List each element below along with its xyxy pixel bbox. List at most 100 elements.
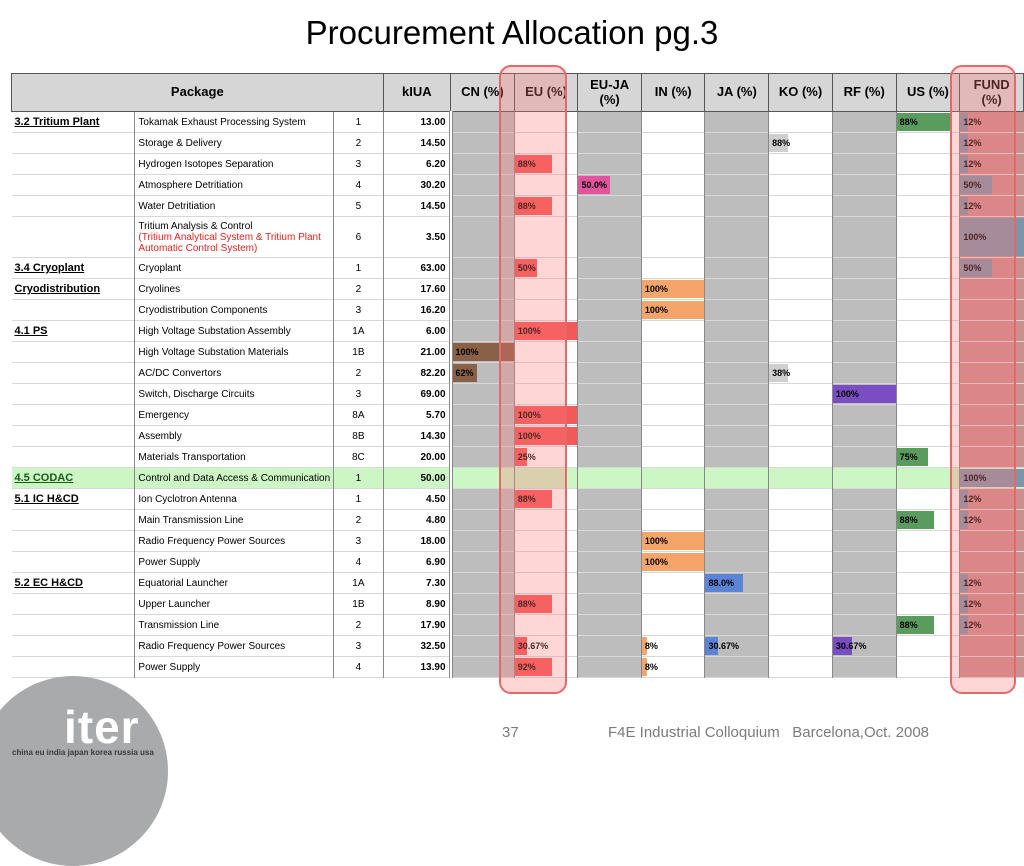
package-name: Control and Data Access & Communication	[134, 467, 334, 489]
cn-share-cell: 100%	[450, 341, 515, 363]
kiua-value: 14.50	[382, 132, 453, 154]
eu-share-label: 100%	[517, 326, 541, 336]
header-us: US (%)	[895, 73, 961, 112]
rf-share-cell	[831, 404, 897, 426]
kiua-value: 21.00	[382, 341, 453, 363]
rf-share-cell	[831, 174, 897, 196]
ko-share-cell	[768, 446, 833, 468]
rf-share-cell	[831, 614, 897, 636]
package-code: 1B	[333, 593, 384, 615]
table-row: Switch, Discharge Circuits 3 69.00 100%	[11, 383, 1024, 405]
package-name: Transmission Line	[134, 614, 334, 636]
eu-share-cell: 25%	[513, 446, 578, 468]
ja-share-cell	[704, 341, 769, 363]
ko-share-cell	[768, 635, 833, 657]
iter-logo-word: iter	[64, 701, 140, 753]
ja-share-cell	[704, 383, 769, 405]
us-share-cell	[895, 635, 960, 657]
euja-share-cell	[577, 341, 642, 363]
ja-share-cell	[704, 195, 769, 217]
package-code: 3	[333, 299, 384, 321]
cn-share-cell	[450, 111, 515, 133]
euja-share-cell	[577, 446, 642, 468]
table-row: 3.2 Tritium Plant Tokamak Exhaust Process…	[11, 111, 1024, 133]
rf-share-cell	[831, 551, 897, 573]
us-share-cell	[895, 132, 960, 154]
table-row: 5.1 IC H&CD Ion Cyclotron Antenna 1 4.50 88%…	[11, 488, 1024, 510]
in-share-cell: 100%	[640, 530, 705, 552]
package-name: High Voltage Substation Materials	[134, 341, 334, 363]
ja-share-cell	[704, 153, 769, 175]
in-share-cell	[640, 153, 705, 175]
iter-logo-tagline: china eu india japan korea russia usa	[12, 748, 154, 757]
us-share-cell	[895, 153, 960, 175]
fund-share-bar	[960, 259, 992, 277]
euja-share-label: 50.0%	[581, 180, 607, 190]
eu-share-label: 100%	[517, 410, 541, 420]
us-share-bar	[897, 511, 935, 529]
eu-share-bar	[515, 427, 578, 445]
fund-share-cell: 12%	[959, 153, 1024, 175]
kiua-value: 14.50	[382, 195, 453, 217]
ko-share-cell	[768, 656, 833, 678]
package-name: Upper Launcher	[134, 593, 334, 615]
rf-share-cell	[831, 320, 897, 342]
kiua-value: 63.00	[382, 257, 453, 279]
ja-share-label: 30.67%	[708, 641, 740, 651]
rf-share-cell	[831, 341, 897, 363]
fund-share-cell	[959, 446, 1024, 468]
in-share-cell	[640, 425, 705, 447]
header-fund: FUND (%)	[959, 73, 1024, 112]
package-code: 1	[333, 257, 384, 279]
in-share-bar	[642, 553, 705, 571]
in-share-cell	[640, 362, 705, 384]
us-share-cell	[895, 656, 960, 678]
ja-share-cell	[704, 656, 769, 678]
ja-share-cell	[704, 614, 769, 636]
package-code: 2	[333, 278, 384, 300]
package-name-text: Transmission Line	[138, 619, 220, 631]
kiua-value: 6.00	[382, 320, 453, 342]
fund-share-cell: 100%	[959, 467, 1024, 489]
ko-share-cell	[768, 111, 833, 133]
table-row: Emergency 8A 5.70 100%	[11, 404, 1024, 426]
ko-share-cell	[768, 551, 833, 573]
kiua-value: 20.00	[382, 446, 453, 468]
rf-share-cell	[831, 216, 897, 258]
eu-share-label: 88%	[517, 494, 536, 504]
package-name: Power Supply	[134, 656, 334, 678]
cn-share-cell	[450, 216, 515, 258]
cn-share-cell	[450, 174, 515, 196]
in-share-cell	[640, 216, 705, 258]
us-share-bar	[897, 448, 928, 466]
table-row: Water Detritiation 5 14.50 88% 12%	[11, 195, 1024, 217]
in-share-label: 100%	[644, 284, 668, 294]
group-label	[12, 154, 135, 175]
ko-share-cell	[768, 174, 833, 196]
cn-share-cell	[450, 488, 515, 510]
header-cn: CN (%)	[450, 73, 515, 112]
fund-share-cell: 100%	[959, 216, 1024, 258]
package-code: 6	[333, 216, 384, 258]
eu-share-cell: 30.67%	[513, 635, 578, 657]
us-share-bar	[897, 616, 935, 634]
us-share-cell	[895, 341, 960, 363]
in-share-cell	[640, 257, 705, 279]
fund-share-bar	[960, 469, 1024, 487]
ja-share-bar	[705, 574, 744, 592]
group-label	[12, 552, 135, 573]
eu-share-cell	[513, 341, 578, 363]
fund-share-label: 12%	[963, 138, 982, 148]
fund-share-bar	[960, 490, 968, 508]
group-label: Cryodistribution	[14, 283, 101, 295]
rf-share-cell	[831, 530, 897, 552]
footer-event: F4E Industrial Colloquium Barcelona,Oct.…	[608, 724, 929, 741]
table-row-codac: 4.5 CODAC Control and Data Access & Commu…	[11, 467, 1024, 489]
kiua-value: 17.60	[382, 278, 453, 300]
package-name: Cryoplant	[134, 257, 334, 279]
ko-share-cell	[768, 593, 833, 615]
kiua-value: 32.50	[382, 635, 453, 657]
fund-share-bar	[960, 155, 968, 173]
group-label	[12, 594, 135, 615]
ja-share-cell	[704, 299, 769, 321]
